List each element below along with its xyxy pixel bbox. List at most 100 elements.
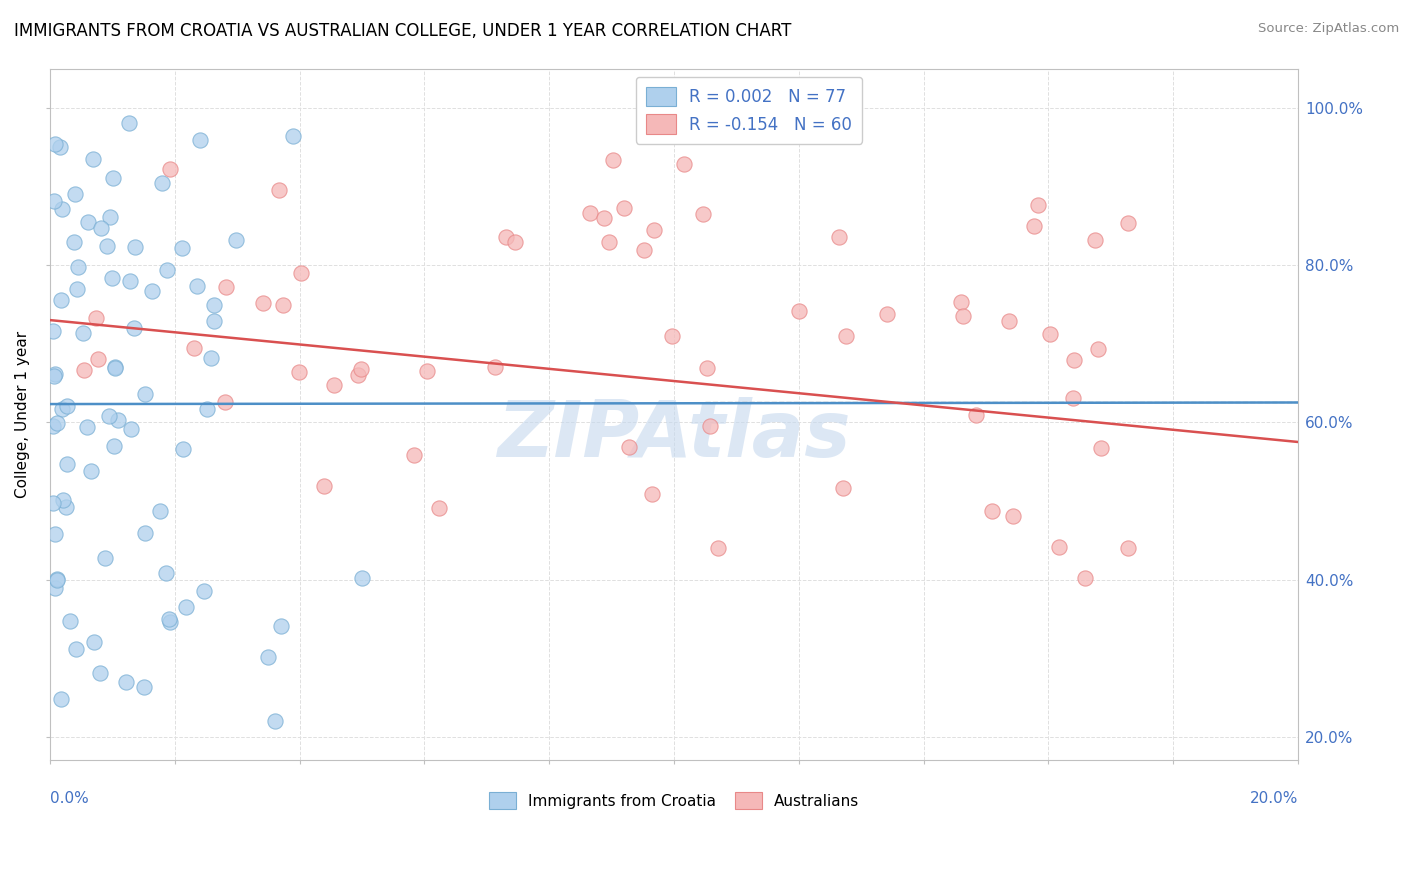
Point [65, 641, 87, 656]
Point [63, 235, 86, 249]
Point [225, 233, 247, 247]
Point [1087, 342, 1109, 356]
Point [1001, 509, 1024, 524]
Point [48, 140, 70, 154]
Point [42, 418, 65, 433]
Point [72, 326, 94, 340]
Point [98, 409, 121, 423]
Point [55, 500, 77, 515]
Point [503, 235, 526, 250]
Point [484, 359, 506, 374]
Point [101, 170, 124, 185]
Point [42, 369, 65, 384]
Point [45, 416, 67, 430]
Y-axis label: College, Under 1 year: College, Under 1 year [15, 331, 30, 498]
Point [271, 298, 294, 312]
Point [124, 320, 146, 334]
Point [692, 206, 714, 220]
Point [120, 274, 142, 288]
Point [598, 235, 620, 250]
Point [1074, 571, 1097, 585]
Point [257, 649, 280, 664]
Point [134, 680, 156, 694]
Point [613, 201, 636, 215]
Point [281, 128, 304, 143]
Point [172, 241, 194, 255]
Point [633, 243, 655, 257]
Point [159, 615, 181, 629]
Point [1116, 541, 1139, 555]
Point [699, 418, 721, 433]
Point [183, 341, 205, 355]
Point [104, 359, 127, 374]
Point [103, 439, 125, 453]
Point [96, 239, 118, 253]
Point [1022, 219, 1045, 234]
Point [149, 504, 172, 518]
Point [998, 314, 1021, 328]
Point [193, 584, 215, 599]
Point [200, 351, 222, 365]
Text: ZIPAtlas: ZIPAtlas [498, 397, 851, 474]
Point [876, 307, 898, 321]
Legend: Immigrants from Croatia, Australians: Immigrants from Croatia, Australians [482, 786, 866, 815]
Point [641, 487, 664, 501]
Point [77, 215, 100, 229]
Point [101, 271, 124, 285]
Point [63, 186, 86, 201]
Point [323, 378, 346, 392]
Point [98, 210, 121, 224]
Point [404, 448, 426, 462]
Point [952, 309, 974, 323]
Point [44, 136, 66, 151]
Point [49, 691, 72, 706]
Point [263, 714, 285, 728]
Point [159, 161, 181, 176]
Point [89, 665, 111, 680]
Text: IMMIGRANTS FROM CROATIA VS AUSTRALIAN COLLEGE, UNDER 1 YEAR CORRELATION CHART: IMMIGRANTS FROM CROATIA VS AUSTRALIAN CO… [14, 22, 792, 40]
Point [84, 310, 107, 325]
Point [195, 401, 218, 416]
Point [124, 240, 146, 254]
Point [104, 361, 127, 376]
Point [270, 619, 292, 633]
Point [82, 152, 104, 166]
Point [965, 408, 987, 422]
Point [287, 365, 309, 379]
Point [1062, 392, 1084, 406]
Point [835, 328, 858, 343]
Text: Source: ZipAtlas.com: Source: ZipAtlas.com [1258, 22, 1399, 36]
Point [80, 464, 103, 478]
Point [134, 386, 156, 401]
Point [55, 457, 77, 471]
Point [1039, 326, 1062, 341]
Point [44, 581, 66, 595]
Point [643, 223, 665, 237]
Point [59, 615, 82, 629]
Point [73, 363, 96, 377]
Point [828, 230, 851, 244]
Point [1063, 352, 1085, 367]
Point [832, 481, 855, 495]
Point [495, 229, 517, 244]
Point [696, 361, 718, 376]
Text: 20.0%: 20.0% [1250, 791, 1298, 806]
Point [44, 367, 66, 381]
Point [350, 361, 373, 376]
Point [90, 221, 112, 235]
Point [787, 303, 810, 318]
Point [83, 635, 105, 649]
Point [202, 298, 225, 312]
Point [44, 527, 66, 541]
Point [49, 293, 72, 308]
Point [118, 116, 141, 130]
Point [429, 500, 451, 515]
Point [141, 284, 163, 298]
Point [45, 572, 67, 586]
Point [981, 504, 1004, 518]
Point [290, 266, 312, 280]
Point [312, 479, 335, 493]
Point [42, 324, 65, 338]
Point [1090, 441, 1112, 455]
Point [214, 395, 236, 409]
